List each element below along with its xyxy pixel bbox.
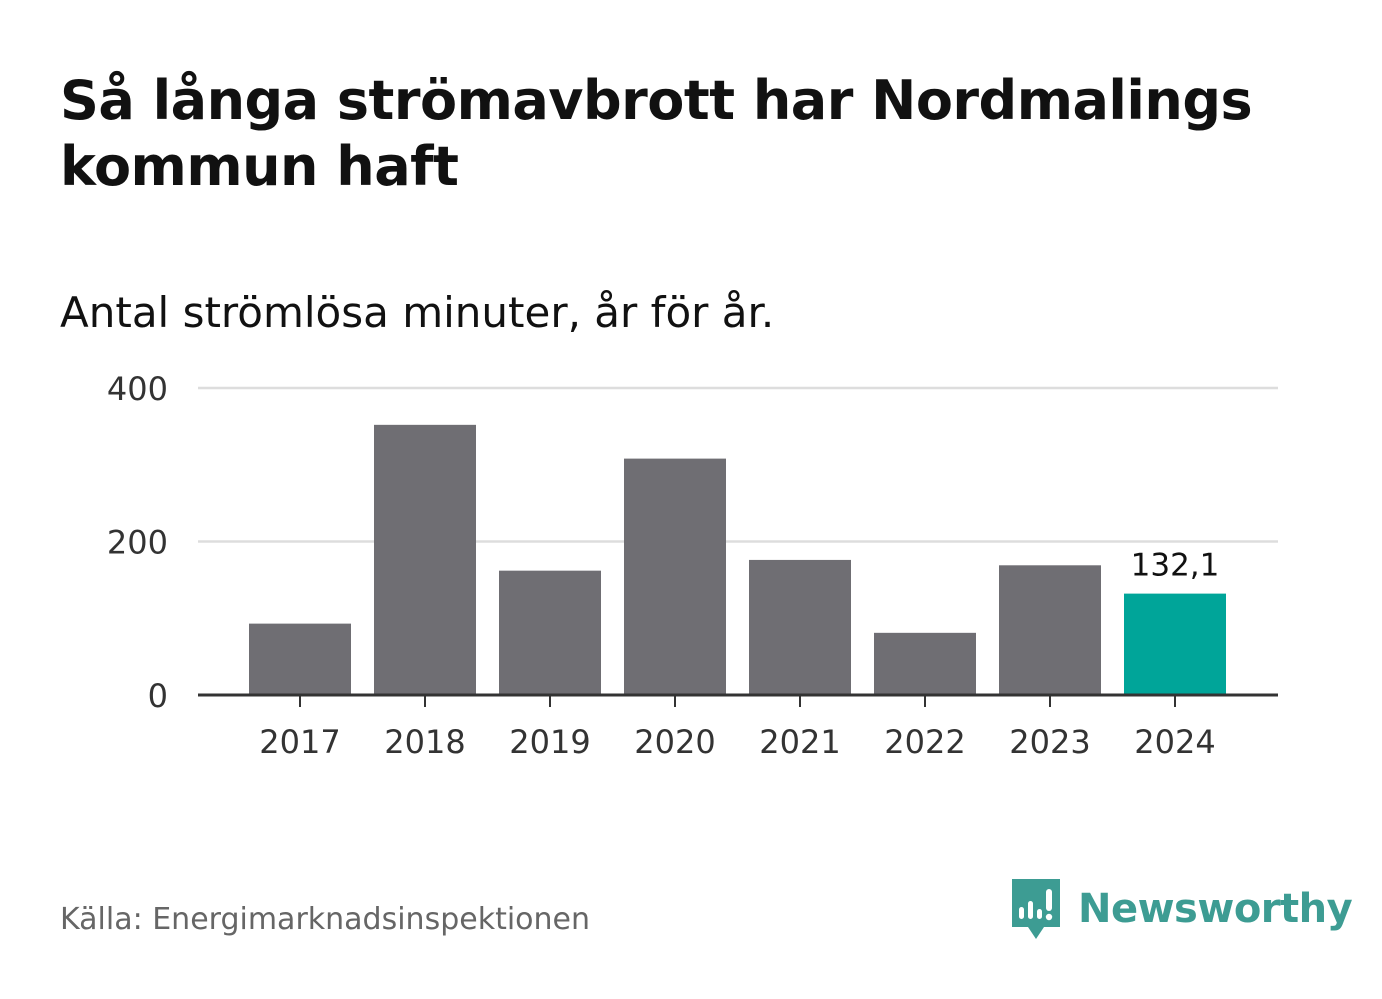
x-tick-label: 2017 xyxy=(259,723,340,761)
bar-2023 xyxy=(999,565,1101,695)
x-tick-label: 2024 xyxy=(1134,723,1215,761)
bar-2022 xyxy=(874,632,976,695)
newsworthy-logo-icon xyxy=(1012,879,1060,939)
brand: Newsworthy xyxy=(1010,876,1353,942)
data-label-2024: 132,1 xyxy=(1131,548,1220,584)
bar-2024 xyxy=(1124,593,1226,695)
source-note: Källa: Energimarknadsinspektionen xyxy=(60,902,591,937)
x-tick-label: 2018 xyxy=(384,723,465,761)
bar-2019 xyxy=(499,570,601,695)
bar-2017 xyxy=(249,623,351,695)
x-tick-label: 2020 xyxy=(634,723,715,761)
x-tick-label: 2021 xyxy=(759,723,840,761)
y-tick-label: 0 xyxy=(148,677,168,715)
bar-2018 xyxy=(374,424,476,695)
y-tick-label: 200 xyxy=(107,524,168,562)
x-tick-label: 2023 xyxy=(1009,723,1090,761)
brand-name: Newsworthy xyxy=(1078,886,1353,932)
bar-chart: 0 200 400 2017 2018 2019 2020 2021 2022 2023 2024 1… xyxy=(107,370,1278,761)
x-tick-label: 2022 xyxy=(884,723,965,761)
bar-2021 xyxy=(749,559,851,695)
bar-2020 xyxy=(624,458,726,695)
chart-title: Så långa strömavbrott har Nordmalings ko… xyxy=(60,69,1253,198)
x-tick-label: 2019 xyxy=(509,723,590,761)
chart-subtitle: Antal strömlösa minuter, år för år. xyxy=(60,288,775,337)
y-tick-label: 400 xyxy=(107,370,168,408)
